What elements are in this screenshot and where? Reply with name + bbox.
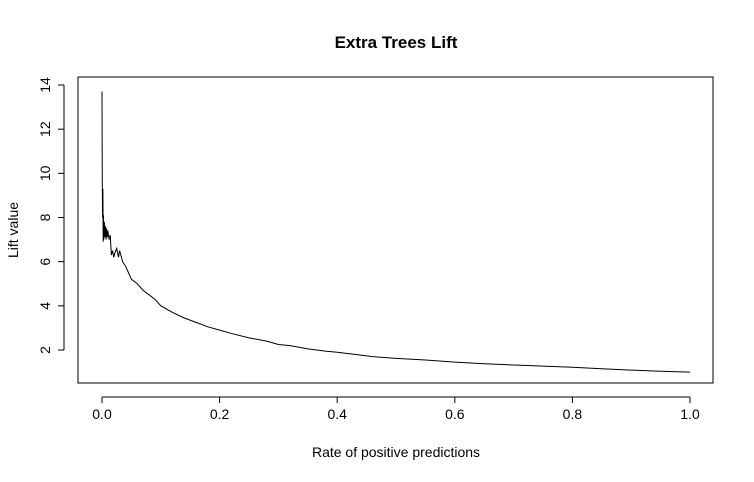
lift-curve-line — [101, 91, 691, 373]
x-axis-title: Rate of positive predictions — [312, 444, 480, 460]
y-tick-label: 14 — [37, 77, 53, 93]
x-tick-label: 0.4 — [327, 406, 347, 422]
y-tick-label: 12 — [37, 121, 53, 137]
chart-title: Extra Trees Lift — [335, 33, 458, 52]
x-tick-label: 0.0 — [92, 406, 112, 422]
plot-box — [77, 76, 714, 384]
x-tick-label: 0.2 — [210, 406, 230, 422]
x-axis: 0.0 0.2 0.4 0.6 0.8 1.0 — [92, 396, 700, 422]
y-tick-label: 2 — [37, 346, 53, 354]
x-tick-label: 0.8 — [563, 406, 583, 422]
y-tick-label: 4 — [37, 302, 53, 310]
x-tick-label: 0.6 — [445, 406, 465, 422]
y-tick-label: 8 — [37, 213, 53, 221]
y-axis: 2 4 6 8 10 12 14 — [37, 77, 65, 354]
x-tick-label: 1.0 — [680, 406, 700, 422]
y-tick-label: 10 — [37, 165, 53, 181]
y-tick-label: 6 — [37, 258, 53, 266]
y-axis-title: Lift value — [5, 202, 21, 258]
